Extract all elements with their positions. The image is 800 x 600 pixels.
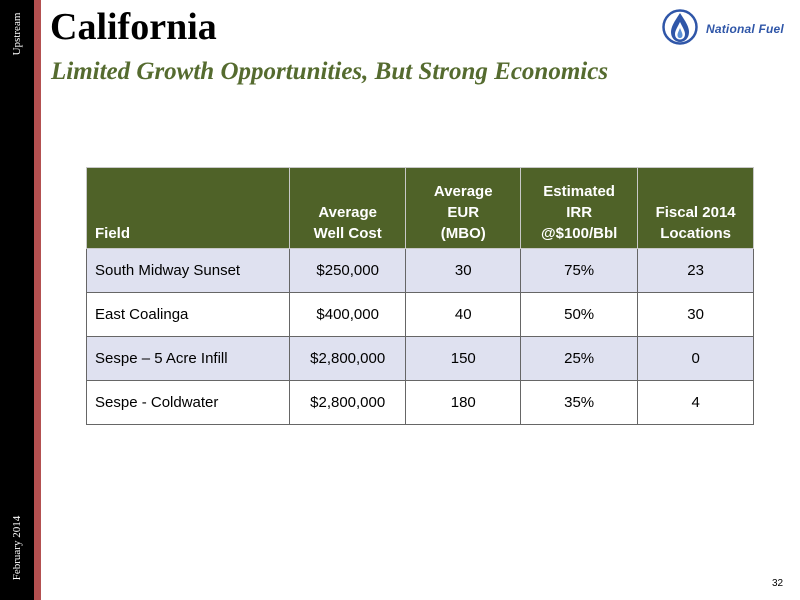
cell-eur: 30	[405, 248, 522, 293]
national-fuel-logo: National Fuel	[662, 8, 798, 46]
page-title: California	[50, 6, 217, 48]
header-average-well-cost: Average Well Cost	[288, 167, 407, 249]
accent-bar	[34, 0, 41, 600]
cell-well-cost: $2,800,000	[288, 336, 407, 381]
table-row: South Midway Sunset $250,000 30 75% 23	[86, 248, 754, 293]
field-economics-table: Field Average Well Cost Average EUR (MBO…	[86, 167, 754, 425]
cell-irr: 50%	[520, 292, 639, 337]
page-subtitle: Limited Growth Opportunities, But Strong…	[51, 58, 609, 85]
cell-well-cost: $250,000	[288, 248, 407, 293]
table-row: Sespe – 5 Acre Infill $2,800,000 150 25%…	[86, 336, 754, 381]
cell-field: South Midway Sunset	[86, 248, 290, 293]
cell-eur: 150	[405, 336, 522, 381]
table-row: Sespe - Coldwater $2,800,000 180 35% 4	[86, 380, 754, 425]
table-row: East Coalinga $400,000 40 50% 30	[86, 292, 754, 337]
cell-eur: 40	[405, 292, 522, 337]
table-header-row: Field Average Well Cost Average EUR (MBO…	[86, 167, 754, 249]
header-fiscal-2014-locations: Fiscal 2014 Locations	[637, 167, 754, 249]
cell-irr: 25%	[520, 336, 639, 381]
page-number: 32	[772, 578, 784, 589]
cell-locations: 4	[637, 380, 754, 425]
left-sidebar: Upstream February 2014	[0, 0, 34, 600]
section-label: Upstream	[11, 12, 23, 56]
header-field: Field	[86, 167, 290, 249]
cell-irr: 35%	[520, 380, 639, 425]
cell-well-cost: $400,000	[288, 292, 407, 337]
cell-eur: 180	[405, 380, 522, 425]
header-average-eur: Average EUR (MBO)	[405, 167, 522, 249]
flame-drop-icon	[662, 9, 698, 45]
cell-locations: 30	[637, 292, 754, 337]
cell-irr: 75%	[520, 248, 639, 293]
header-estimated-irr: Estimated IRR @$100/Bbl	[520, 167, 639, 249]
cell-field: East Coalinga	[86, 292, 290, 337]
cell-field: Sespe - Coldwater	[86, 380, 290, 425]
logo-text: National Fuel	[706, 22, 784, 36]
date-label: February 2014	[11, 515, 23, 581]
cell-well-cost: $2,800,000	[288, 380, 407, 425]
cell-locations: 23	[637, 248, 754, 293]
cell-field: Sespe – 5 Acre Infill	[86, 336, 290, 381]
cell-locations: 0	[637, 336, 754, 381]
